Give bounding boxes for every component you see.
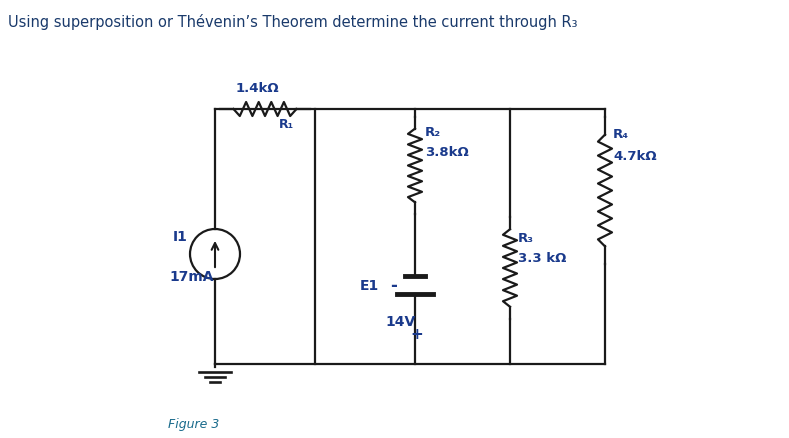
Text: 14V: 14V [385, 314, 415, 328]
Text: Figure 3: Figure 3 [168, 417, 219, 430]
Text: 1.4kΩ: 1.4kΩ [235, 81, 279, 94]
Text: 4.7kΩ: 4.7kΩ [613, 150, 656, 162]
Text: 3.8kΩ: 3.8kΩ [425, 146, 469, 159]
Text: -: - [390, 276, 397, 294]
Text: 17mA: 17mA [169, 269, 214, 283]
Text: Using superposition or Thévenin’s Theorem determine the current through R₃: Using superposition or Thévenin’s Theore… [8, 14, 578, 30]
Text: R₂: R₂ [425, 126, 441, 139]
Text: +: + [410, 326, 423, 341]
Text: I1: I1 [173, 230, 188, 244]
Text: R₄: R₄ [613, 128, 629, 141]
Text: R₃: R₃ [518, 231, 534, 244]
Text: E1: E1 [360, 279, 380, 292]
Text: R₁: R₁ [279, 117, 294, 130]
Text: 3.3 kΩ: 3.3 kΩ [518, 251, 567, 265]
